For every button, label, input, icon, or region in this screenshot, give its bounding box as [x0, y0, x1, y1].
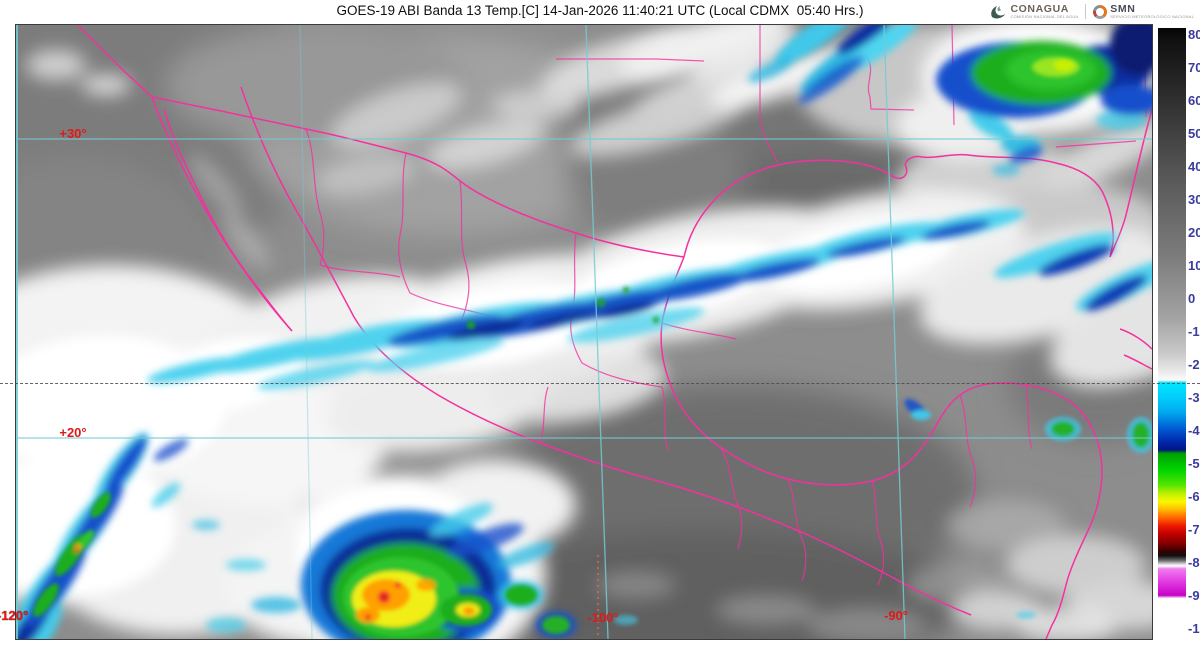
colorbar-tick: -50 [1188, 456, 1200, 471]
conagua-water-icon [991, 5, 1006, 18]
logo-divider [1085, 4, 1087, 19]
image-title: GOES-19 ABI Banda 13 Temp.[C] 14-Jan-202… [336, 3, 864, 18]
tropical-storm-cell [301, 503, 576, 639]
state-borders [305, 25, 1147, 586]
agency-logos: CONAGUA COMISIÓN NACIONAL DEL AGUA SMN S… [983, 1, 1194, 22]
colorbar-tick: 20 [1188, 225, 1200, 240]
colorbar-tick: -10 [1188, 324, 1200, 339]
colorbar-tick: -100 [1188, 621, 1200, 636]
colorbar-tick: 40 [1188, 159, 1200, 174]
colorbar-tick: 70 [1188, 60, 1200, 75]
texas-cirrus-streaks [748, 25, 919, 104]
colorbar-tick: -40 [1188, 423, 1200, 438]
conagua-logo: CONAGUA COMISIÓN NACIONAL DEL AGUA [989, 4, 1078, 20]
colorbar-tick: -70 [1188, 522, 1200, 537]
conagua-tagline: COMISIÓN NACIONAL DEL AGUA [1010, 14, 1079, 20]
lon-label-100: -100° [587, 610, 618, 625]
graticule-lines [16, 25, 1152, 639]
coordinate-labels: +30° +20° -100° -90° [59, 126, 908, 625]
smn-name: SMN [1110, 2, 1136, 15]
colorbar-tick: 60 [1188, 93, 1200, 108]
conagua-name: CONAGUA [1010, 2, 1069, 15]
smn-logo: SMN SERVICIO METEOROLÓGICO NACIONAL [1093, 4, 1194, 20]
temperature-colorbar [1158, 28, 1186, 629]
colorbar-tick: 10 [1188, 258, 1200, 273]
lat-label-30: +30° [59, 126, 86, 141]
lon-label-90: -90° [884, 608, 908, 623]
lat-label-20: +20° [59, 425, 86, 440]
colorbar-tick: -20 [1188, 357, 1200, 372]
colorbar-tick: -80 [1188, 555, 1200, 570]
lon-label-120: -120° [0, 608, 29, 623]
southeast-storm-system [936, 25, 1152, 176]
colorbar-tick: 30 [1188, 192, 1200, 207]
colorbar-tick: 0 [1188, 291, 1196, 306]
smn-circle-icon [1093, 4, 1108, 19]
colorbar-tick: -30 [1188, 390, 1200, 405]
colorbar-tick: 50 [1188, 126, 1200, 141]
colorbar-tick: 80 [1188, 27, 1200, 42]
isolated-cold-spots [614, 398, 1152, 625]
colorbar-tick-labels: 80 70 60 50 40 30 20 10 0 -10 -20 -30 -4… [1188, 18, 1200, 645]
satellite-map[interactable]: +30° +20° -100° -90° [15, 24, 1153, 640]
colorbar-tick: -90 [1188, 588, 1200, 603]
colorbar-tick: -60 [1188, 489, 1200, 504]
smn-tagline: SERVICIO METEOROLÓGICO NACIONAL [1110, 14, 1194, 20]
pacific-convective-band [16, 432, 301, 639]
jet-stream-cirrus [147, 209, 1152, 390]
satellite-imagery: +30° +20° -100° -90° [16, 25, 1152, 639]
